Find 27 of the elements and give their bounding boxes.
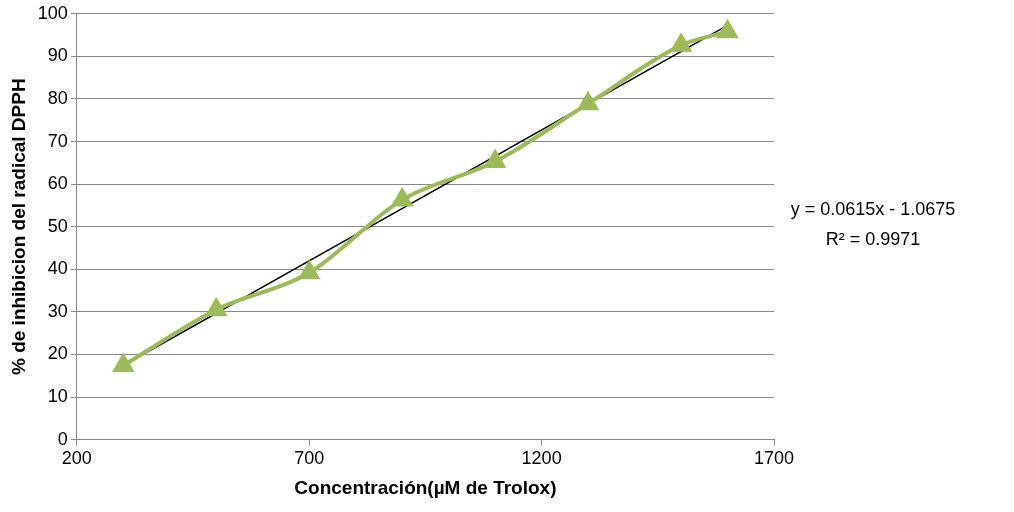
x-tick-label: 1700 [753,448,795,469]
point [299,261,320,280]
y-tick-label: 40 [47,258,68,279]
x-axis-title: Concentración(µM de Trolox) [294,476,557,498]
y-tick-label: 30 [47,300,68,321]
text: R² = 0.9971 [825,228,921,249]
y-axis-title: % de inhibicion del radical DPPH [7,78,29,376]
y-tick-label: 50 [47,215,68,236]
x-tick-label: 1200 [521,448,562,469]
point [716,18,739,39]
x-tick-label: 200 [61,448,92,469]
y-tick-label: 90 [47,45,68,66]
point [206,296,228,317]
point [578,90,600,111]
y-tick-label: 60 [47,173,68,194]
point [485,148,507,169]
y-tick-label: 0 [57,428,68,449]
y-tick-label: 10 [47,385,68,406]
point [671,34,691,52]
x-tick-label: 700 [294,448,325,469]
y-tick-label: 80 [47,87,68,108]
y-tick-label: 70 [47,130,68,151]
point [112,352,135,373]
point [392,188,412,207]
y-tick-label: 20 [47,343,68,364]
text: y = 0.0615x - 1.0675 [790,198,956,219]
y-tick-label: 100 [37,2,68,23]
